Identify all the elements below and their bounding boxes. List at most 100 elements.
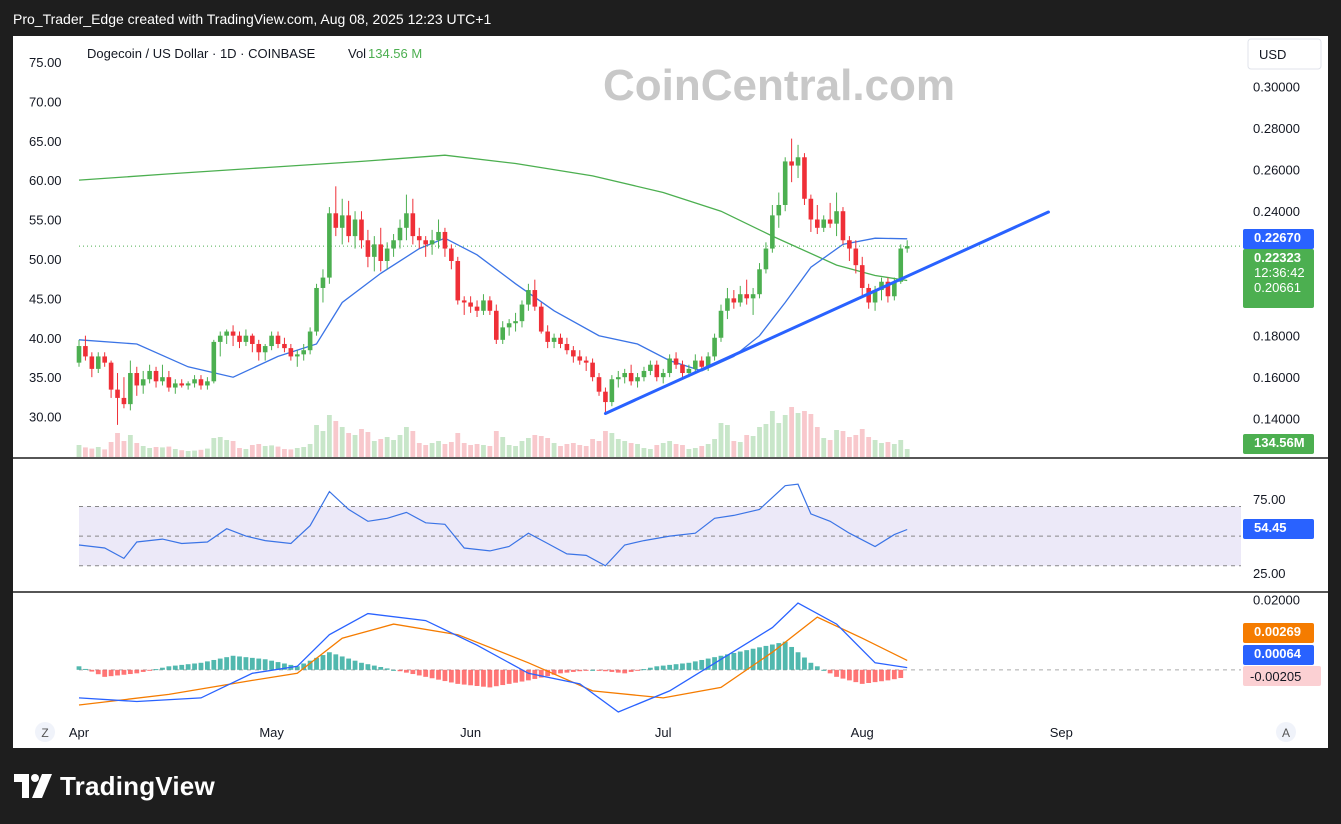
macd-histogram-bar (493, 669, 499, 687)
time-axis-label: Jul (655, 725, 672, 740)
volume-bar (692, 448, 698, 457)
macd-histogram-bar (346, 658, 352, 670)
candle-body (705, 356, 711, 367)
volume-tag-bg (1243, 434, 1314, 454)
candle-body (526, 290, 531, 305)
volume-bar (275, 446, 281, 457)
macd-histogram-bar (442, 669, 448, 682)
volume-bar (737, 442, 743, 457)
candle-body (834, 211, 839, 224)
auto-scale-button[interactable] (1276, 722, 1296, 742)
volume-bar (891, 444, 897, 457)
candle-body (686, 368, 692, 374)
volume-bar (455, 433, 461, 457)
volume-bar (641, 448, 647, 457)
candle-body (821, 219, 827, 228)
candle-body (365, 240, 371, 257)
candle-body (185, 383, 191, 386)
macd-histogram-bar (314, 657, 319, 670)
volume-bar (153, 447, 159, 457)
candle-body (474, 306, 480, 311)
volume-bar (673, 444, 679, 457)
macd-histogram-bar (827, 669, 833, 674)
left-axis-tick: 35.00 (29, 370, 62, 385)
macd-histogram-bar (211, 659, 217, 670)
chart-svg[interactable]: CoinCentral.com Dogecoin / US Dollar · 1… (13, 36, 1328, 748)
candle-body (269, 335, 274, 347)
macd-histogram-bar (500, 669, 506, 686)
volume-bar (237, 448, 242, 457)
macd-histogram-bar (737, 651, 743, 670)
macd-histogram-bar (166, 666, 172, 670)
candle-body (301, 350, 306, 355)
macd-histogram-bar (667, 664, 673, 670)
last-price-tag-bg (1243, 249, 1314, 308)
volume-bar (333, 421, 339, 457)
candle-body (827, 219, 833, 224)
volume-bar (429, 443, 435, 457)
macd-histogram-bar (570, 669, 576, 672)
volume-bar (647, 449, 653, 457)
macd-histogram-bar (95, 669, 101, 675)
volume-bar (249, 445, 255, 457)
volume-bar (404, 427, 409, 457)
macd-histogram-bar (339, 656, 345, 670)
candle-body (262, 346, 268, 353)
candle-body (134, 373, 140, 386)
trendline[interactable] (603, 210, 1050, 415)
macd-histogram-bar (872, 669, 878, 683)
right-axis-tick: 0.24000 (1253, 204, 1300, 219)
candle-body (737, 294, 743, 303)
left-axis-tick: 50.00 (29, 252, 62, 267)
zoom-button-left[interactable] (35, 722, 55, 742)
macd-histogram-bar (718, 655, 724, 670)
macd-histogram-bar (731, 652, 737, 670)
support-trendline (603, 210, 1050, 415)
candle-body (654, 364, 660, 378)
macd-histogram-bar (249, 657, 255, 670)
candle-body (429, 240, 435, 245)
candle-body (879, 281, 884, 291)
candle-body (609, 379, 615, 403)
candle-body (294, 354, 300, 357)
macd-histogram-bar (172, 665, 178, 670)
macd-histogram-bar (641, 669, 647, 671)
macd-histogram-bar (647, 667, 653, 670)
volume-bar (660, 443, 666, 457)
left-axis-tick: 65.00 (29, 134, 62, 149)
macd-histogram-bar (307, 660, 313, 670)
candle-body (179, 383, 185, 386)
volume-bar (847, 437, 852, 457)
candle-body (333, 213, 339, 228)
left-axis-tick: 45.00 (29, 291, 62, 306)
candle-body (545, 331, 550, 342)
macd-histogram-bar (217, 658, 223, 670)
macd-histogram-bar (294, 666, 300, 670)
volume-bar (172, 449, 178, 457)
candle-body (173, 383, 178, 388)
candle-body (153, 370, 159, 382)
volume-bar (391, 440, 396, 457)
volume-bar (628, 443, 634, 457)
candle-body (372, 244, 377, 257)
macd-histogram-bar (654, 666, 660, 670)
candle-body (192, 379, 197, 384)
candle-body (847, 240, 852, 249)
macd-histogram-bar (160, 667, 165, 670)
candle-body (750, 294, 756, 299)
left-axis-tick: 60.00 (29, 173, 62, 188)
volume-bar (493, 431, 499, 457)
volume-bar (699, 446, 705, 457)
macd-histogram-bar (769, 644, 775, 670)
candle-body (442, 231, 448, 249)
volume-bar (853, 435, 859, 457)
volume-bar (744, 435, 750, 457)
time-axis-label: Aug (851, 725, 874, 740)
volume-bar (769, 411, 775, 457)
macd-histogram-bar (891, 669, 897, 680)
candle-body (205, 381, 210, 386)
candle-body (622, 373, 627, 378)
currency-button[interactable] (1247, 38, 1322, 70)
candle-body (436, 231, 441, 241)
macd-histogram-bar (782, 641, 788, 670)
